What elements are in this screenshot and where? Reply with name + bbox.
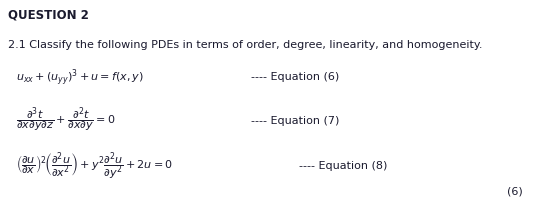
Text: 2.1 Classify the following PDEs in terms of order, degree, linearity, and homoge: 2.1 Classify the following PDEs in terms… <box>8 40 482 50</box>
Text: $\dfrac{\partial^{3}t}{\partial x\partial y\partial z} + \dfrac{\partial^{2}t}{\: $\dfrac{\partial^{3}t}{\partial x\partia… <box>16 106 115 134</box>
Text: ---- Equation (6): ---- Equation (6) <box>251 72 339 82</box>
Text: (6): (6) <box>507 186 523 196</box>
Text: ---- Equation (8): ---- Equation (8) <box>299 160 388 170</box>
Text: $u_{xx} + \left(u_{yy}\right)^{3} + u = f(x, y)$: $u_{xx} + \left(u_{yy}\right)^{3} + u = … <box>16 67 144 87</box>
Text: QUESTION 2: QUESTION 2 <box>8 8 89 21</box>
Text: ---- Equation (7): ---- Equation (7) <box>251 115 339 125</box>
Text: $\left(\dfrac{\partial u}{\partial x}\right)^{2}\!\left(\dfrac{\partial^{2}u}{\p: $\left(\dfrac{\partial u}{\partial x}\ri… <box>16 149 173 181</box>
